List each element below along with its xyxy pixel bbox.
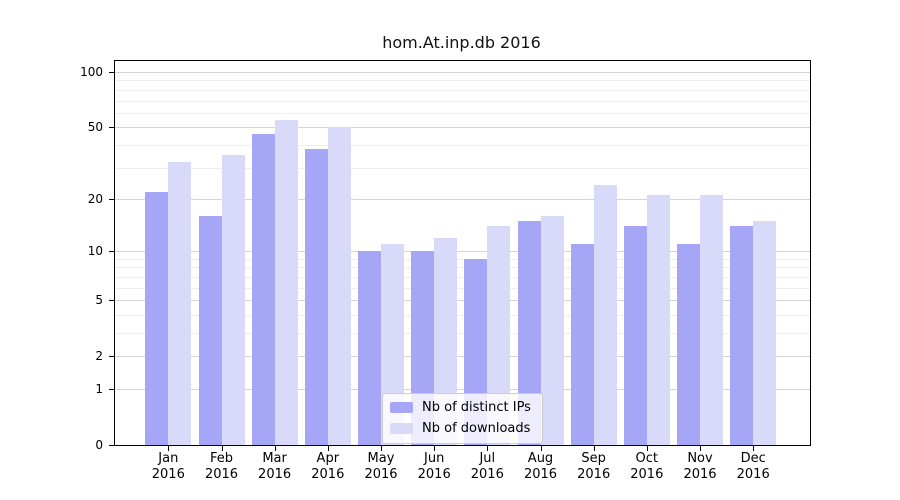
chart-title: hom.At.inp.db 2016 [382,33,541,52]
legend-swatch-downloads [390,423,413,434]
y-axis-tick-label: 5 [95,293,103,308]
major-gridline [115,389,810,390]
major-gridline [115,251,810,253]
legend-label-downloads: Nb of downloads [422,421,531,436]
y-axis-tick [109,389,114,390]
bar-distinct-ips [198,216,222,445]
legend: Nb of distinct IPs Nb of downloads [382,393,543,444]
x-axis-month-label: Apr 2016 [311,451,345,482]
x-axis-tick [593,446,595,451]
major-gridline [115,127,810,129]
legend-item-distinct-ips: Nb of distinct IPs [390,400,531,415]
bar-downloads [646,195,670,445]
x-axis-month-label: Aug 2016 [523,451,558,482]
bar-distinct-ips [358,251,381,445]
minor-gridline [115,167,810,169]
x-axis-month-label: Nov 2016 [683,451,717,482]
minor-gridline [115,100,810,102]
y-axis-tick [109,356,114,358]
x-axis-month-label: Sep 2016 [577,451,611,482]
y-axis-tick-label: 100 [80,65,103,79]
bar-distinct-ips [677,244,700,445]
x-axis-tick [274,446,276,451]
x-axis-month-label: Jun 2016 [417,451,451,482]
x-axis-tick [487,446,489,451]
x-axis-tick [168,446,170,451]
x-axis-month-label: Jul 2016 [470,451,504,482]
x-axis-tick [381,446,382,451]
x-axis-tick [327,446,329,451]
bar-downloads [540,216,564,445]
x-axis-tick [540,446,542,451]
minor-gridline [115,89,810,91]
minor-gridline [115,258,810,260]
bar-distinct-ips [570,244,594,445]
y-axis-tick [109,445,114,446]
x-axis-month-label: Dec 2016 [736,451,770,482]
bar-downloads [221,155,245,445]
legend-label-distinct-ips: Nb of distinct IPs [422,400,531,415]
y-axis-tick [109,127,114,129]
y-axis-tick [109,72,114,73]
y-axis-tick-label: 1 [95,382,103,396]
bar-distinct-ips [251,133,275,445]
minor-gridline [115,314,810,316]
legend-item-downloads: Nb of downloads [390,421,531,436]
y-axis-tick-label: 0 [95,438,103,452]
legend-swatch-distinct-ips [390,402,413,413]
y-axis-tick-label: 50 [87,120,103,135]
y-axis-tick [109,300,114,302]
y-axis-tick-label: 10 [87,244,103,259]
bar-downloads [168,162,192,445]
x-axis-month-label: Oct 2016 [630,451,664,482]
bar-distinct-ips [145,191,169,445]
bar-downloads [700,195,723,445]
major-gridline [115,198,810,200]
major-gridline [115,356,810,358]
bar-downloads [593,184,617,445]
x-axis-month-label: Mar 2016 [258,451,292,482]
x-axis-tick [434,446,436,451]
bar-downloads [274,119,298,445]
bar-distinct-ips [304,148,328,445]
bar-distinct-ips [730,226,754,445]
bar-downloads [753,220,777,445]
minor-gridline [115,144,810,146]
y-axis-tick [109,198,114,200]
x-axis-tick [646,446,648,451]
x-axis-tick [700,446,701,451]
major-gridline [115,300,810,302]
bar-downloads [327,127,351,445]
plot-area: 0 1 2 5 10 20 50 100 Jan 2016 Feb 2016 Mar 2016 Apr 201… [80,60,811,482]
minor-gridline [115,276,810,278]
minor-gridline [115,287,810,289]
minor-gridline [115,112,810,114]
minor-gridline [115,333,810,334]
y-axis-tick-label: 20 [87,191,103,206]
minor-gridline [115,267,810,269]
x-axis-month-label: Jan 2016 [151,451,185,482]
minor-gridline [115,80,810,82]
bar-distinct-ips [623,226,647,445]
bar-distinct-ips [517,220,541,445]
x-axis-tick [221,446,223,451]
bar-downloads [487,226,511,445]
x-axis-tick [753,446,755,451]
major-gridline [115,72,810,73]
y-axis-tick [109,251,114,253]
y-axis-tick-label: 2 [95,349,103,364]
x-axis-month-label: Feb 2016 [204,451,239,482]
x-axis-month-label: May 2016 [364,451,398,482]
